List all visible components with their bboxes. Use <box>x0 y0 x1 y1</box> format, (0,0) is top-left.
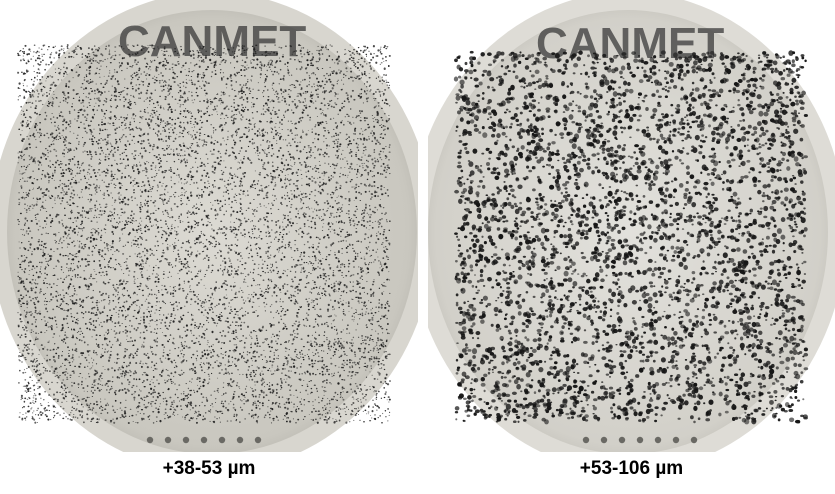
left-sample-photo: CANMET <box>0 0 418 452</box>
right-petri-dish-image: CANMET <box>428 0 835 452</box>
right-rim-dots <box>582 436 698 444</box>
left-particle-field <box>17 44 391 424</box>
left-rim-dots <box>146 436 262 444</box>
left-caption: +38-53 µm <box>162 458 256 479</box>
right-caption: +53-106 µm <box>579 458 684 479</box>
left-plate-label: CANMET <box>118 17 306 66</box>
right-particle-field <box>453 50 809 425</box>
right-sample-photo: CANMET <box>428 0 835 452</box>
left-petri-dish-image: CANMET <box>0 0 418 452</box>
